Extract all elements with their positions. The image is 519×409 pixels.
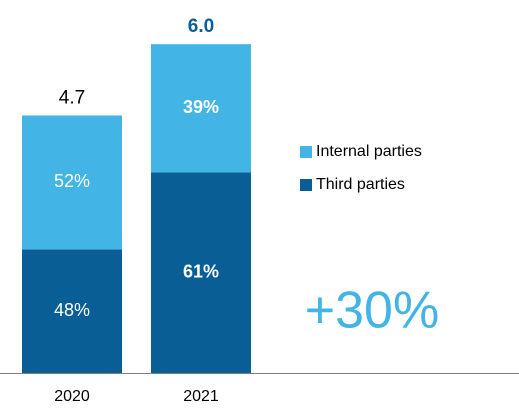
bar-segment bbox=[22, 249, 122, 373]
value-label: 61% bbox=[183, 261, 219, 281]
annotation: +30% bbox=[305, 282, 439, 340]
legend-label: Internal parties bbox=[316, 143, 422, 160]
value-label: 39% bbox=[183, 97, 219, 117]
value-label: 52% bbox=[54, 171, 90, 191]
value-label: 48% bbox=[54, 300, 90, 320]
legend-label: Third parties bbox=[316, 176, 405, 193]
bar-segment bbox=[151, 44, 251, 173]
x-tick-label: 2021 bbox=[183, 388, 219, 405]
bar-segment bbox=[22, 115, 122, 250]
legend-swatch bbox=[300, 179, 312, 191]
total-label: 6.0 bbox=[188, 16, 214, 37]
total-label: 4.7 bbox=[59, 87, 85, 108]
bar-segment bbox=[151, 172, 251, 373]
x-tick-label: 2020 bbox=[54, 388, 90, 405]
legend-swatch bbox=[300, 146, 312, 158]
